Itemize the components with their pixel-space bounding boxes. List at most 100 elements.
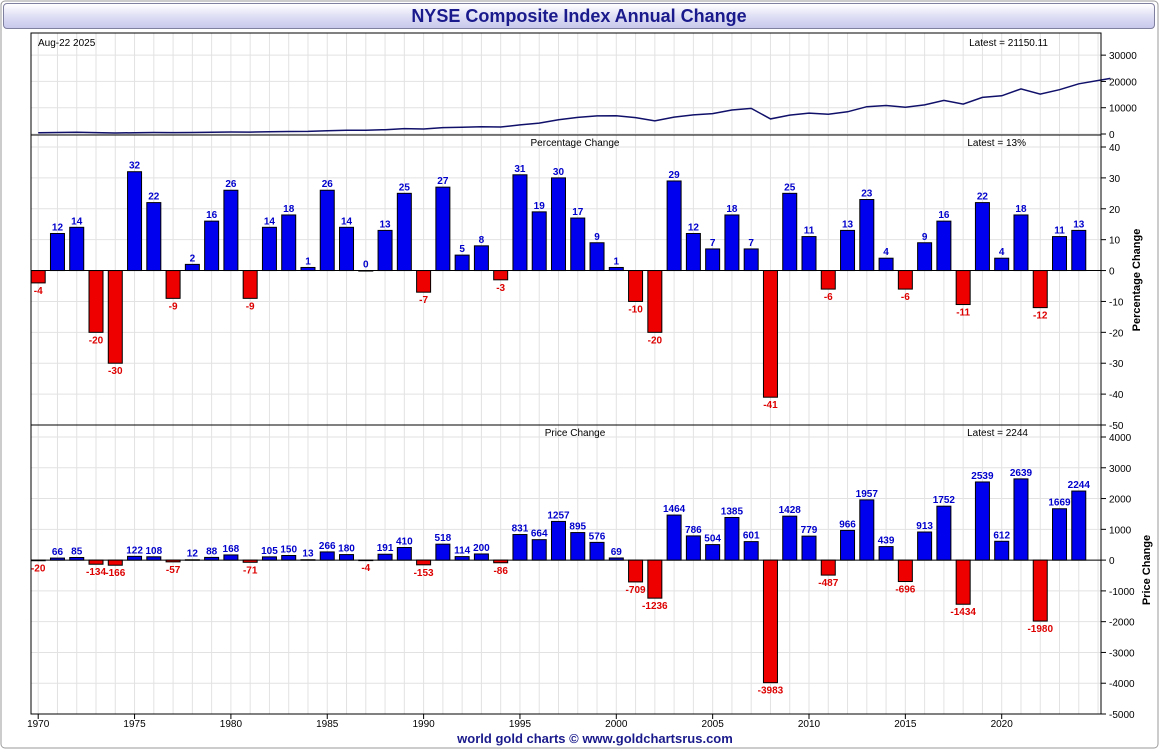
data-label-price_change-1978: 12 bbox=[187, 549, 199, 560]
data-label-percentage-2018: -11 bbox=[956, 308, 970, 319]
bar-percentage-1996 bbox=[531, 211, 547, 272]
data-label-price_change-1995: 831 bbox=[512, 524, 529, 535]
data-label-price_change-2020: 612 bbox=[993, 530, 1010, 541]
data-label-percentage-1979: 16 bbox=[206, 210, 218, 221]
data-label-price_change-1984: 13 bbox=[302, 549, 314, 560]
data-label-price_change-2022: -1980 bbox=[1027, 624, 1053, 635]
bar-price_change-2017 bbox=[936, 505, 952, 561]
data-label-percentage-2017: 16 bbox=[938, 210, 950, 221]
bar-percentage-1986 bbox=[339, 226, 355, 272]
bar-percentage-2000 bbox=[608, 266, 624, 272]
data-label-percentage-2023: 11 bbox=[1054, 226, 1065, 237]
bar-price_change-2020 bbox=[994, 540, 1010, 561]
data-label-price_change-1996: 664 bbox=[531, 529, 548, 540]
y-tick-label: -20 bbox=[1109, 328, 1124, 339]
bar-price_change-2022 bbox=[1032, 559, 1048, 622]
data-label-price_change-1981: -71 bbox=[243, 565, 258, 576]
data-label-price_change-1971: 66 bbox=[52, 547, 64, 558]
data-label-percentage-2001: -10 bbox=[628, 304, 643, 315]
bar-price_change-1998 bbox=[570, 532, 586, 561]
bar-percentage-2016 bbox=[917, 242, 933, 272]
bar-percentage-1981 bbox=[242, 270, 258, 299]
data-label-percentage-1982: 14 bbox=[264, 216, 276, 227]
bar-price_change-1991 bbox=[435, 543, 451, 561]
bar-percentage-2011 bbox=[820, 270, 836, 290]
data-label-percentage-1987: 0 bbox=[363, 260, 369, 271]
bar-price_change-1999 bbox=[589, 541, 605, 561]
bar-price_change-2011 bbox=[820, 559, 836, 576]
bar-percentage-2002 bbox=[647, 270, 663, 333]
data-label-percentage-1970: -4 bbox=[34, 286, 43, 297]
y-tick-label: 1000 bbox=[1109, 525, 1132, 536]
y-tick-label: -10 bbox=[1109, 297, 1124, 308]
y-tick-label: -30 bbox=[1109, 359, 1124, 370]
data-label-price_change-2005: 504 bbox=[704, 534, 721, 545]
y-tick-label: 20000 bbox=[1109, 77, 1137, 88]
y-tick-label: 0 bbox=[1109, 267, 1115, 278]
data-label-price_change-2010: 779 bbox=[801, 525, 818, 536]
data-label-price_change-1994: -86 bbox=[493, 566, 508, 577]
bar-percentage-1982 bbox=[261, 226, 277, 272]
x-tick-label-1995: 1995 bbox=[509, 719, 532, 730]
bar-percentage-1991 bbox=[435, 186, 451, 272]
bar-price_change-1981 bbox=[242, 559, 258, 563]
bar-percentage-2018 bbox=[955, 270, 971, 306]
bar-percentage-1994 bbox=[493, 270, 509, 281]
data-label-percentage-2002: -20 bbox=[648, 335, 663, 346]
bar-percentage-1972 bbox=[69, 226, 85, 272]
bar-price_change-1973 bbox=[88, 559, 104, 565]
data-label-percentage-1973: -20 bbox=[89, 335, 104, 346]
data-label-price_change-2000: 69 bbox=[611, 547, 623, 558]
bar-percentage-2015 bbox=[897, 270, 913, 290]
data-label-percentage-1977: -9 bbox=[169, 301, 178, 312]
data-label-percentage-2009: 25 bbox=[784, 182, 796, 193]
bar-percentage-2009 bbox=[782, 192, 798, 272]
percentage-latest-label: Latest = 13% bbox=[967, 138, 1026, 149]
bar-percentage-1999 bbox=[589, 242, 605, 272]
data-label-percentage-1972: 14 bbox=[71, 216, 83, 227]
bar-price_change-2002 bbox=[647, 559, 663, 599]
data-label-percentage-2014: 4 bbox=[883, 247, 889, 258]
data-label-percentage-1988: 13 bbox=[379, 219, 391, 230]
bar-price_change-1997 bbox=[550, 520, 566, 561]
y-tick-label: -3000 bbox=[1109, 648, 1135, 659]
y-tick-label: -4000 bbox=[1109, 679, 1135, 690]
bar-price_change-2013 bbox=[859, 499, 875, 561]
data-label-price_change-2019: 2539 bbox=[971, 471, 994, 482]
bar-price_change-2023 bbox=[1052, 508, 1068, 561]
bar-price_change-1996 bbox=[531, 539, 547, 561]
bar-price_change-1990 bbox=[416, 559, 432, 566]
data-label-percentage-2019: 22 bbox=[977, 192, 989, 203]
data-label-price_change-2001: -709 bbox=[626, 585, 646, 596]
data-label-percentage-1974: -30 bbox=[108, 366, 123, 377]
y-tick-label: 10 bbox=[1109, 236, 1121, 247]
bar-price_change-2019 bbox=[974, 481, 990, 561]
data-label-percentage-1985: 26 bbox=[322, 179, 334, 190]
bar-percentage-2021 bbox=[1013, 214, 1029, 272]
y-tick-label: 2000 bbox=[1109, 495, 1132, 506]
bar-price_change-2016 bbox=[917, 531, 933, 561]
bar-percentage-2023 bbox=[1052, 236, 1068, 272]
y-tick-label: -5000 bbox=[1109, 710, 1135, 721]
data-label-price_change-1987: -4 bbox=[361, 563, 370, 574]
x-tick-label-2010: 2010 bbox=[798, 719, 821, 730]
bar-percentage-2005 bbox=[705, 248, 721, 272]
data-label-percentage-1976: 22 bbox=[148, 192, 160, 203]
x-tick-label-2020: 2020 bbox=[991, 719, 1014, 730]
bar-percentage-2007 bbox=[743, 248, 759, 272]
data-label-percentage-2006: 18 bbox=[726, 204, 738, 215]
data-label-price_change-1992: 114 bbox=[454, 546, 471, 557]
x-tick-label-1975: 1975 bbox=[123, 719, 146, 730]
price-change-panel-title: Price Change bbox=[545, 428, 606, 439]
bar-price_change-1985 bbox=[319, 551, 335, 561]
bar-price_change-2007 bbox=[743, 541, 759, 561]
data-label-percentage-2015: -6 bbox=[901, 292, 910, 303]
bar-price_change-1972 bbox=[69, 556, 85, 561]
data-label-percentage-2004: 12 bbox=[688, 222, 700, 233]
bar-percentage-1978 bbox=[184, 263, 200, 272]
bar-percentage-2014 bbox=[878, 257, 894, 272]
data-label-percentage-1989: 25 bbox=[399, 182, 411, 193]
bar-percentage-1993 bbox=[473, 245, 489, 272]
data-label-price_change-2013: 1957 bbox=[856, 489, 879, 500]
